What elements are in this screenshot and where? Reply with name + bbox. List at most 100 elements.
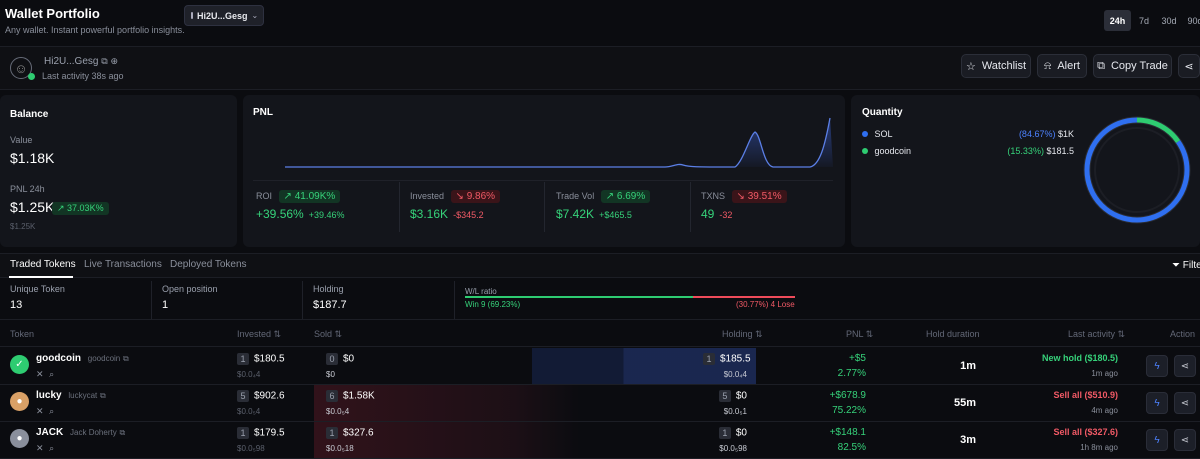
table-row[interactable]: ● JACK Jack Doherty ⧉ ✕ ⌕ 1 $179.5 $0.0₅9…: [0, 422, 1200, 458]
col-hold-duration: Hold duration: [926, 329, 980, 339]
watchlist-button[interactable]: ☆ Watchlist: [961, 54, 1031, 78]
stat-txns-value: 49: [701, 207, 715, 221]
tab-30d[interactable]: 30d: [1157, 10, 1181, 31]
token-avatar: ●: [10, 429, 29, 448]
quick-buy-button[interactable]: ϟ: [1146, 429, 1168, 451]
stat-roi: ROI ↗ 41.09K% +39.56% +39.46%: [256, 190, 396, 221]
goodcoin-value: $181.5: [1046, 146, 1074, 156]
sold-sub: $0: [326, 370, 335, 379]
wallet-selector[interactable]: Hi2U...Gesg ⌄: [184, 5, 264, 26]
holding-sub: $0.0₄4: [723, 370, 747, 379]
stat-trade-vol-delta: +$465.5: [599, 210, 632, 220]
pnl-chart-baseline: [253, 180, 833, 181]
tab-30d-label: 30d: [1161, 15, 1177, 26]
sol-dot-icon: [862, 131, 868, 137]
tab-live-transactions-label: Live Transactions: [84, 259, 162, 270]
hold-duration: 3m: [960, 434, 976, 446]
stat-roi-label: ROI: [256, 191, 273, 201]
pnl-chart: [285, 117, 833, 168]
holding-sub: $0.0₅1: [723, 407, 747, 416]
alert-label: Alert: [1057, 60, 1080, 72]
sold-value: $0: [343, 353, 355, 365]
share-row-button[interactable]: ⋖: [1174, 429, 1196, 451]
share-row-button[interactable]: ⋖: [1174, 392, 1196, 414]
lose-text: (30.77%) 4 Lose: [736, 300, 795, 309]
quick-buy-button[interactable]: ϟ: [1146, 355, 1168, 377]
quantity-title: Quantity: [862, 107, 903, 118]
search-icon[interactable]: ⌕: [49, 369, 55, 379]
copy-icon[interactable]: ⧉: [123, 354, 129, 363]
stat-divider: [544, 182, 545, 232]
pnl-value: +$678.9: [829, 390, 866, 401]
win-bar: [465, 296, 694, 298]
token-name[interactable]: lucky luckycat ⧉: [36, 390, 106, 401]
tab-24h[interactable]: 24h: [1104, 10, 1131, 31]
copy-icon[interactable]: ⧉: [119, 428, 126, 437]
holding-value: $187.7: [313, 299, 347, 311]
tab-90d[interactable]: 90d: [1183, 10, 1200, 31]
tab-deployed-tokens[interactable]: Deployed Tokens: [170, 259, 247, 270]
token-name[interactable]: JACK Jack Doherty ⧉: [36, 427, 125, 438]
x-icon[interactable]: ✕: [36, 369, 44, 379]
col-pnl[interactable]: PNL ⇅: [846, 329, 874, 339]
pnl-value: +$148.1: [829, 427, 866, 438]
copy-icon[interactable]: ⧉: [101, 56, 108, 66]
share-button[interactable]: ⋖: [1178, 54, 1200, 78]
online-dot-icon: [28, 73, 35, 80]
copy-trade-button[interactable]: ⧉ Copy Trade: [1093, 54, 1172, 78]
tab-traded-tokens-label: Traded Tokens: [10, 259, 76, 270]
tab-7d[interactable]: 7d: [1133, 10, 1155, 31]
wl-ratio-bar: [465, 296, 795, 298]
copy-icon[interactable]: ⧉: [100, 391, 106, 400]
holding-cell: 1 $0: [703, 427, 747, 439]
share-icon: ⋖: [1180, 434, 1190, 446]
stat-invested-change: ↘ 9.86%: [450, 190, 501, 203]
tab-live-transactions[interactable]: Live Transactions: [84, 259, 162, 270]
share-row-button[interactable]: ⋖: [1174, 355, 1196, 377]
col-invested[interactable]: Invested ⇅: [237, 329, 282, 339]
stat-trade-vol: Trade Vol ↗ 6.69% $7.42K +$465.5: [556, 190, 686, 221]
table-header-border: [0, 346, 1200, 347]
holding-value: $0: [735, 390, 747, 402]
filter-button[interactable]: ⏷ Filter: [1172, 260, 1200, 271]
x-icon[interactable]: ✕: [36, 406, 44, 416]
col-holding[interactable]: Holding ⇅: [722, 329, 763, 339]
invested-sub: $0.0₄4: [237, 370, 261, 379]
col-last-activity[interactable]: Last activity ⇅: [1068, 329, 1126, 339]
bell-off-icon: ⍾: [1044, 59, 1052, 72]
last-activity-time: 1h 8m ago: [1080, 443, 1118, 452]
col-sold[interactable]: Sold ⇅: [314, 329, 343, 339]
search-icon[interactable]: ⌕: [49, 406, 55, 416]
balance-card: [0, 95, 237, 247]
goodcoin-name: goodcoin: [874, 146, 912, 156]
alert-button[interactable]: ⍾ Alert: [1037, 54, 1087, 78]
holding-value: $0: [735, 427, 747, 439]
globe-icon[interactable]: ⊕: [110, 56, 119, 66]
page-subtitle: Any wallet. Instant powerful portfolio i…: [5, 25, 185, 35]
x-icon[interactable]: ✕: [36, 443, 44, 453]
holding-count: 1: [703, 353, 715, 365]
invested-cell: 5 $902.6: [237, 390, 285, 402]
holding-count: 1: [718, 427, 731, 439]
pnl-24h-change-badge: ↗ 37.03K%: [52, 202, 109, 215]
token-name[interactable]: goodcoin goodcoin ⧉: [36, 353, 129, 364]
stat-trade-vol-value: $7.42K: [556, 207, 595, 221]
token-avatar: ✓: [10, 355, 29, 374]
sold-value: $327.6: [343, 427, 374, 439]
donut-segment-goodcoin: [1084, 117, 1190, 223]
page-title: Wallet Portfolio: [5, 6, 100, 21]
wallet-address: Hi2U...Gesg ⧉ ⊕: [44, 56, 118, 67]
summary-divider: [151, 281, 152, 319]
table-row[interactable]: ✓ goodcoin goodcoin ⧉ ✕ ⌕ 1 $180.5 $0.0₄4…: [0, 348, 1200, 384]
invested-cell: 1 $180.5: [237, 353, 285, 365]
quick-buy-button[interactable]: ϟ: [1146, 392, 1168, 414]
table-header-border: [0, 319, 1200, 320]
open-position-value: 1: [162, 299, 169, 311]
wl-ratio-label: W/L ratio: [465, 287, 497, 296]
table-row[interactable]: ● lucky luckycat ⧉ ✕ ⌕ 5 $902.6 $0.0₅4 6 $…: [0, 385, 1200, 421]
tab-traded-tokens[interactable]: Traded Tokens: [10, 259, 76, 270]
search-icon[interactable]: ⌕: [49, 443, 55, 453]
token-links: ✕ ⌕: [36, 443, 54, 454]
tab-bar: [0, 253, 1200, 278]
sold-cell: 1 $327.6: [326, 427, 374, 439]
